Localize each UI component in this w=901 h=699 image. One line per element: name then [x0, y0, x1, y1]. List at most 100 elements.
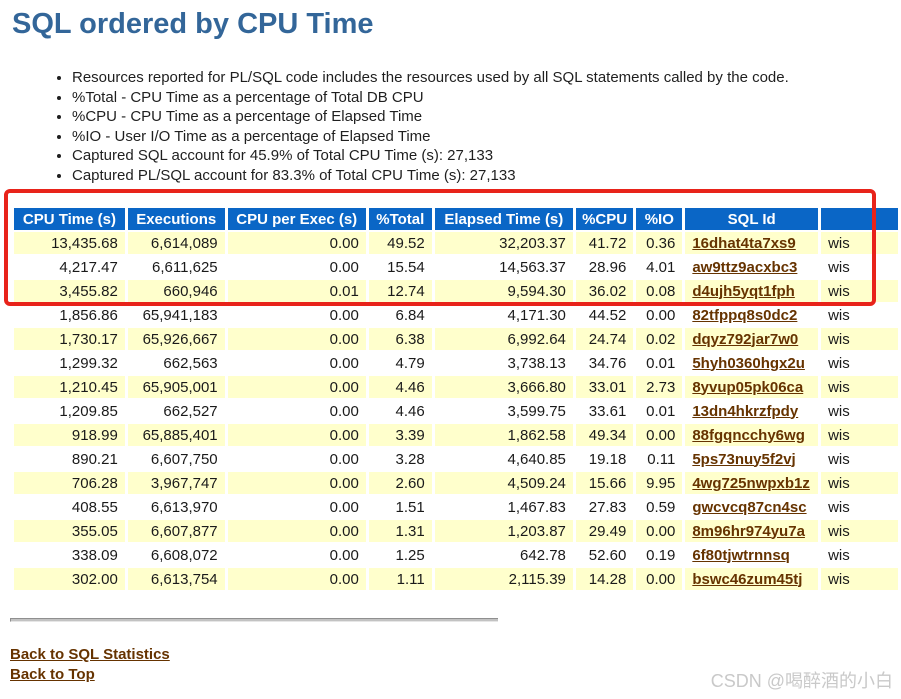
sql-id-link[interactable]: 82tfppq8s0dc2 [692, 306, 798, 324]
pct-cpu-cell: 52.60 [575, 544, 634, 566]
sql-id-link[interactable]: aw9ttz9acxbc3 [692, 258, 798, 276]
col-header-pct-cpu: %CPU [575, 208, 634, 230]
cpu-time-cell: 4,217.47 [14, 256, 125, 278]
sql-id-link[interactable]: 88fgqncchy6wg [692, 426, 805, 444]
pct-total-cell: 1.31 [368, 520, 432, 542]
pct-cpu-cell: 49.34 [575, 424, 634, 446]
cpu-time-cell: 1,730.17 [14, 328, 125, 350]
elapsed-time-cell: 3,599.75 [434, 400, 573, 422]
pct-total-cell: 3.28 [368, 448, 432, 470]
page-title: SQL ordered by CPU Time [12, 8, 374, 40]
cpu-time-cell: 355.05 [14, 520, 125, 542]
module-cell: wis [821, 304, 898, 326]
cpu-time-cell: 1,856.86 [14, 304, 125, 326]
sql-id-link[interactable]: dqyz792jar7w0 [692, 330, 799, 348]
sql-id-link[interactable]: bswc46zum45tj [692, 570, 803, 588]
pct-cpu-cell: 29.49 [575, 520, 634, 542]
pct-io-cell: 0.00 [636, 424, 683, 446]
executions-cell: 65,885,401 [127, 424, 225, 446]
cpu-per-exec-cell: 0.00 [227, 496, 366, 518]
col-header-pct-total: %Total [368, 208, 432, 230]
sql-id-link[interactable]: 5hyh0360hgx2u [692, 354, 805, 372]
module-cell: wis [821, 544, 898, 566]
pct-io-cell: 9.95 [636, 472, 683, 494]
executions-cell: 6,608,072 [127, 544, 225, 566]
sql-id-cell: 5ps73nuy5f2vj [685, 448, 819, 470]
pct-cpu-cell: 41.72 [575, 232, 634, 254]
pct-total-cell: 1.51 [368, 496, 432, 518]
pct-io-cell: 0.01 [636, 400, 683, 422]
sql-id-link[interactable]: 4wg725nwpxb1z [692, 474, 810, 492]
executions-cell: 3,967,747 [127, 472, 225, 494]
cpu-time-cell: 1,299.32 [14, 352, 125, 374]
module-cell: wis [821, 448, 898, 470]
notes-list: Resources reported for PL/SQL code inclu… [38, 68, 789, 185]
executions-cell: 6,611,625 [127, 256, 225, 278]
pct-cpu-cell: 27.83 [575, 496, 634, 518]
sql-id-cell: aw9ttz9acxbc3 [685, 256, 819, 278]
sql-id-cell: dqyz792jar7w0 [685, 328, 819, 350]
cpu-time-cell: 1,210.45 [14, 376, 125, 398]
col-header-cpu-time: CPU Time (s) [14, 208, 125, 230]
cpu-time-cell: 3,455.82 [14, 280, 125, 302]
table-row: 13,435.68 6,614,089 0.00 49.52 32,203.37… [14, 232, 898, 254]
cpu-per-exec-cell: 0.00 [227, 520, 366, 542]
pct-io-cell: 0.11 [636, 448, 683, 470]
cpu-time-cell: 890.21 [14, 448, 125, 470]
table-row: 302.00 6,613,754 0.00 1.11 2,115.39 14.2… [14, 568, 898, 590]
pct-total-cell: 4.46 [368, 376, 432, 398]
sql-id-cell: 8yvup05pk06ca [685, 376, 819, 398]
pct-cpu-cell: 14.28 [575, 568, 634, 590]
pct-total-cell: 1.25 [368, 544, 432, 566]
executions-cell: 662,563 [127, 352, 225, 374]
sql-id-cell: 16dhat4ta7xs9 [685, 232, 819, 254]
module-cell: wis [821, 520, 898, 542]
pct-io-cell: 2.73 [636, 376, 683, 398]
pct-io-cell: 0.36 [636, 232, 683, 254]
elapsed-time-cell: 4,640.85 [434, 448, 573, 470]
module-cell: wis [821, 256, 898, 278]
executions-cell: 6,607,750 [127, 448, 225, 470]
sql-id-link[interactable]: d4ujh5yqt1fph [692, 282, 795, 300]
pct-io-cell: 4.01 [636, 256, 683, 278]
horizontal-scrollbar[interactable] [10, 618, 498, 622]
note-item: %Total - CPU Time as a percentage of Tot… [72, 88, 789, 108]
table-row: 355.05 6,607,877 0.00 1.31 1,203.87 29.4… [14, 520, 898, 542]
pct-cpu-cell: 28.96 [575, 256, 634, 278]
elapsed-time-cell: 2,115.39 [434, 568, 573, 590]
cpu-per-exec-cell: 0.00 [227, 232, 366, 254]
pct-io-cell: 0.02 [636, 328, 683, 350]
table-row: 1,856.86 65,941,183 0.00 6.84 4,171.30 4… [14, 304, 898, 326]
sql-id-link[interactable]: 6f80tjwtrnnsq [692, 546, 790, 564]
pct-total-cell: 6.84 [368, 304, 432, 326]
cpu-per-exec-cell: 0.00 [227, 568, 366, 590]
table-row: 1,210.45 65,905,001 0.00 4.46 3,666.80 3… [14, 376, 898, 398]
sql-id-link[interactable]: 5ps73nuy5f2vj [692, 450, 796, 468]
cpu-per-exec-cell: 0.00 [227, 424, 366, 446]
sql-id-link[interactable]: 8m96hr974yu7a [692, 522, 805, 540]
sql-id-link[interactable]: gwcvcq87cn4sc [692, 498, 807, 516]
cpu-time-cell: 1,209.85 [14, 400, 125, 422]
sql-id-cell: 4wg725nwpxb1z [685, 472, 819, 494]
back-to-sql-statistics-link[interactable]: Back to SQL Statistics [10, 646, 170, 663]
elapsed-time-cell: 4,509.24 [434, 472, 573, 494]
elapsed-time-cell: 6,992.64 [434, 328, 573, 350]
module-cell: wis [821, 424, 898, 446]
sql-id-link[interactable]: 13dn4hkrzfpdy [692, 402, 799, 420]
elapsed-time-cell: 1,862.58 [434, 424, 573, 446]
sql-id-cell: 5hyh0360hgx2u [685, 352, 819, 374]
cpu-time-cell: 302.00 [14, 568, 125, 590]
sql-id-cell: 88fgqncchy6wg [685, 424, 819, 446]
table-row: 338.09 6,608,072 0.00 1.25 642.78 52.60 … [14, 544, 898, 566]
sql-id-link[interactable]: 16dhat4ta7xs9 [692, 234, 796, 252]
col-header-truncated [821, 208, 898, 230]
elapsed-time-cell: 1,203.87 [434, 520, 573, 542]
sql-cpu-table: CPU Time (s) Executions CPU per Exec (s)… [11, 206, 901, 592]
module-cell: wis [821, 328, 898, 350]
sql-id-link[interactable]: 8yvup05pk06ca [692, 378, 804, 396]
cpu-per-exec-cell: 0.00 [227, 400, 366, 422]
elapsed-time-cell: 32,203.37 [434, 232, 573, 254]
watermark: CSDN @喝醉酒的小白 [710, 671, 893, 691]
back-to-top-link[interactable]: Back to Top [10, 666, 95, 683]
